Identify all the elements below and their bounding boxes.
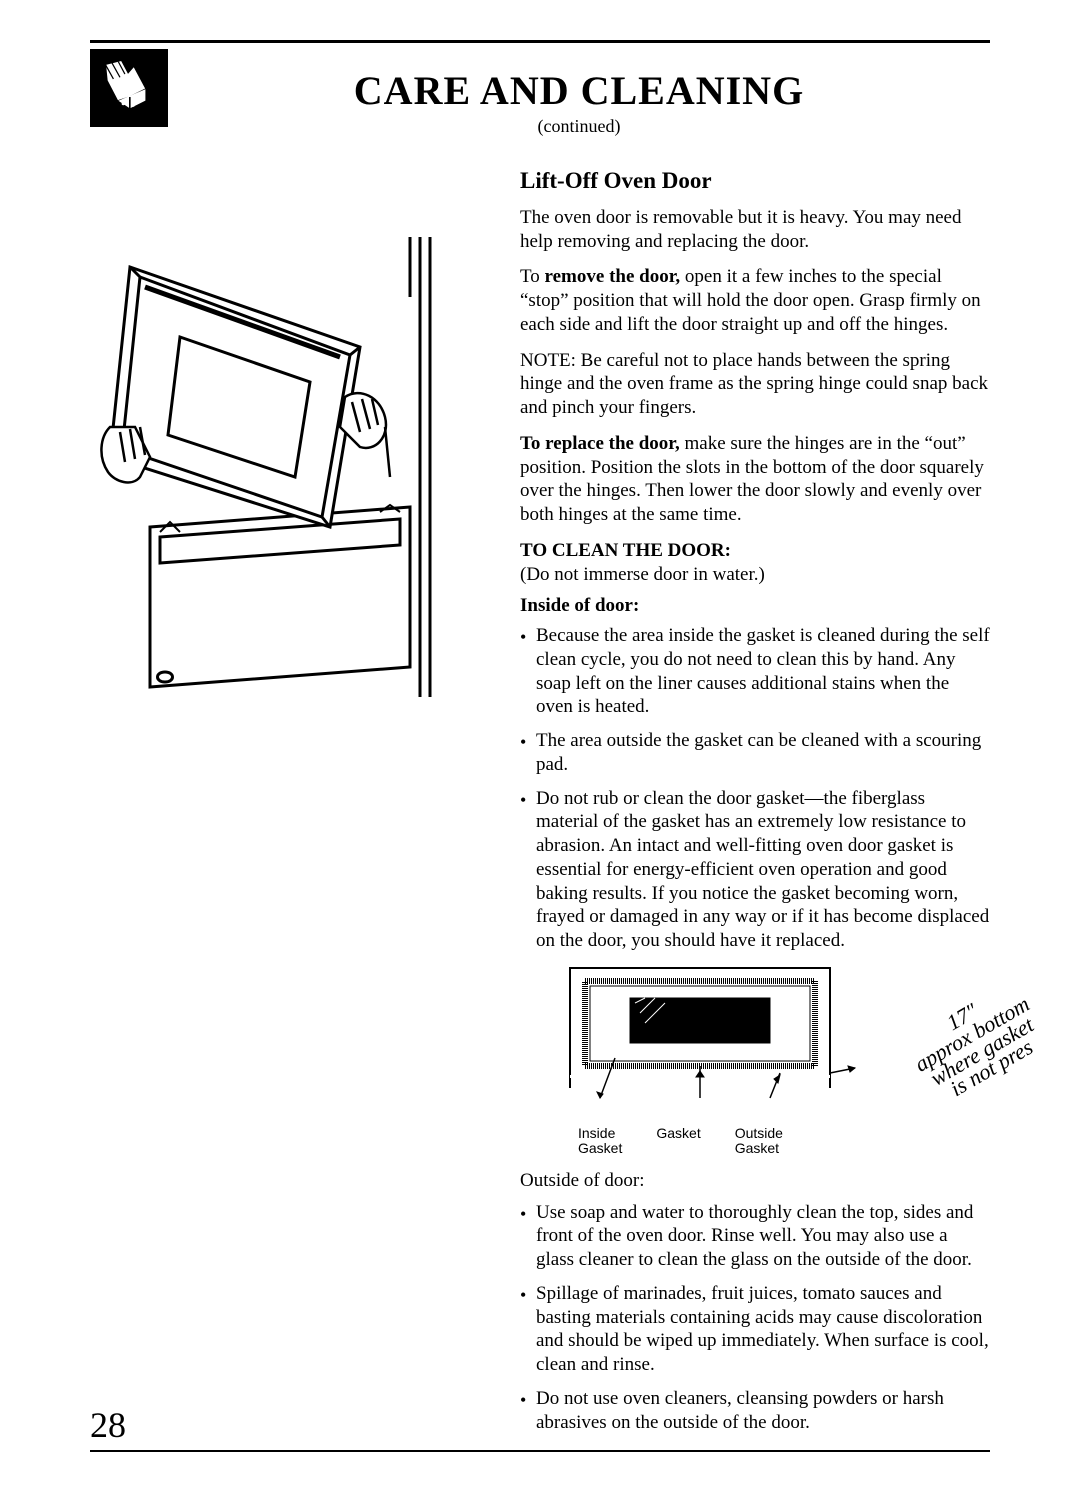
replace-bold: To replace the door, [520, 433, 680, 454]
remove-paragraph: To remove the door, open it a few inches… [520, 265, 990, 336]
replace-paragraph: To replace the door, make sure the hinge… [520, 432, 990, 527]
oven-door-illustration [90, 227, 470, 707]
list-item: Spillage of marinades, fruit juices, tom… [520, 1282, 990, 1377]
list-item: Do not use oven cleaners, cleansing powd… [520, 1387, 990, 1435]
list-item: Do not rub or clean the door gasket—the … [520, 787, 990, 953]
continued-label: (continued) [168, 116, 990, 137]
text-column: Lift-Off Oven Door The oven door is remo… [520, 167, 990, 1444]
label-gasket: Gasket [656, 1126, 700, 1157]
list-item: Use soap and water to thoroughly clean t… [520, 1201, 990, 1272]
remove-lead: To [520, 266, 545, 287]
outside-header: Outside of door: [520, 1169, 990, 1193]
list-item: Because the area inside the gasket is cl… [520, 624, 990, 719]
page-number: 28 [90, 1404, 126, 1446]
label-inside-gasket: InsideGasket [578, 1126, 622, 1157]
gasket-diagram: InsideGasket Gasket OutsideGasket 17″app… [520, 963, 990, 1163]
list-item: The area outside the gasket can be clean… [520, 729, 990, 777]
handwritten-note: 17″approx bottomwhere gasketis not pres [884, 966, 1071, 1120]
inside-header: Inside of door: [520, 594, 990, 618]
inside-bullet-list: Because the area inside the gasket is cl… [520, 624, 990, 953]
note-paragraph: NOTE: Be careful not to place hands betw… [520, 349, 990, 420]
outside-bullet-list: Use soap and water to thoroughly clean t… [520, 1201, 990, 1435]
bottom-rule [90, 1450, 990, 1452]
content-columns: Lift-Off Oven Door The oven door is remo… [90, 167, 990, 1444]
label-outside-gasket: OutsideGasket [735, 1126, 783, 1157]
page-title: CARE AND CLEANING [168, 67, 990, 114]
title-block: CARE AND CLEANING (continued) [168, 67, 990, 137]
intro-paragraph: The oven door is removable but it is hea… [520, 206, 990, 254]
clean-header: TO CLEAN THE DOOR: [520, 539, 990, 563]
illustration-column [90, 167, 490, 1444]
header-row: CARE AND CLEANING (continued) [90, 49, 990, 137]
section-title: Lift-Off Oven Door [520, 167, 990, 196]
gasket-labels: InsideGasket Gasket OutsideGasket [578, 1126, 783, 1157]
remove-bold: remove the door, [545, 266, 681, 287]
clean-sub: (Do not immerse door in water.) [520, 563, 990, 587]
sponge-icon [90, 49, 168, 127]
top-rule [90, 40, 990, 43]
